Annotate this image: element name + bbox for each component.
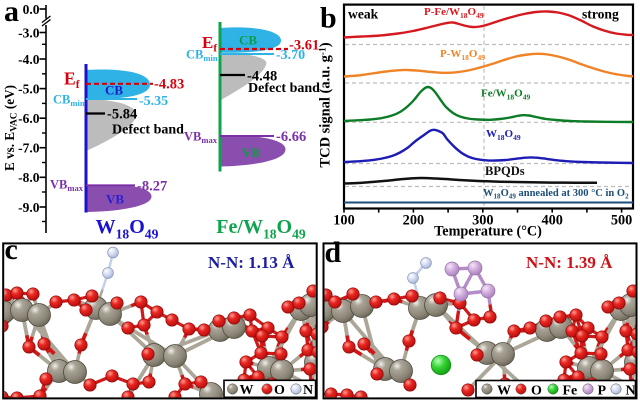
svg-text:200: 200 (403, 212, 424, 228)
svg-text:P: P (598, 384, 607, 399)
svg-text:CB: CB (105, 83, 123, 98)
svg-text:-8.27: -8.27 (137, 178, 167, 194)
svg-text:strong: strong (582, 6, 619, 21)
svg-text:a: a (4, 0, 19, 28)
svg-text:Fe: Fe (563, 384, 578, 399)
svg-text:-3.0: -3.0 (18, 25, 40, 40)
svg-text:300: 300 (472, 212, 493, 228)
svg-text:P-W18​O49​: P-W18​O49​ (440, 48, 485, 62)
svg-text:W: W (240, 383, 254, 398)
svg-text:BPQDs: BPQDs (485, 164, 525, 178)
svg-text:-4.83: -4.83 (154, 77, 184, 93)
svg-text:W18​O49​: W18​O49​ (96, 216, 159, 241)
svg-text:500: 500 (611, 212, 632, 228)
svg-text:-5.35: -5.35 (139, 94, 168, 109)
svg-text:N-N: 1.13 Å: N-N: 1.13 Å (208, 253, 295, 272)
svg-text:100: 100 (333, 212, 354, 228)
svg-text:W18​O49​ annealed at 300 °C in: W18​O49​ annealed at 300 °C in O2 (483, 188, 629, 201)
svg-text:Defect band: Defect band (248, 81, 320, 96)
svg-text:-6.66: -6.66 (276, 129, 306, 145)
svg-text:CB: CB (239, 32, 257, 47)
svg-text:N-N: 1.39 Å: N-N: 1.39 Å (526, 253, 613, 272)
svg-text:W: W (497, 384, 511, 399)
svg-text:weak: weak (348, 6, 379, 21)
svg-text:Temperature (°C): Temperature (°C) (434, 224, 542, 240)
svg-text:VB: VB (242, 145, 260, 160)
svg-text:O: O (531, 384, 542, 399)
svg-text:N: N (303, 383, 313, 398)
svg-text:-5.0: -5.0 (18, 81, 40, 96)
svg-text:-7.0: -7.0 (18, 141, 40, 156)
svg-text:Fe/W18​O49​: Fe/W18​O49​ (481, 87, 530, 101)
svg-text:E vs. EVAC (eV): E vs. EVAC (eV) (2, 85, 20, 171)
svg-text:P-Fe/W18​O49​: P-Fe/W18​O49​ (424, 6, 484, 20)
svg-text:c: c (5, 233, 18, 266)
svg-text:CBmin: CBmin (53, 93, 85, 109)
svg-text:-9.0: -9.0 (18, 200, 40, 215)
svg-text:Defect band: Defect band (112, 123, 184, 138)
svg-text:-3.61: -3.61 (289, 38, 319, 54)
svg-text:W18​O49​: W18​O49​ (486, 128, 521, 142)
svg-text:d: d (325, 236, 342, 269)
svg-text:-8.0: -8.0 (18, 170, 40, 185)
svg-text:N: N (626, 384, 636, 399)
svg-text:0.0: 0.0 (23, 2, 40, 17)
svg-text:VB: VB (106, 192, 124, 207)
svg-text:Ef: Ef (202, 33, 217, 55)
svg-text:-3.70: -3.70 (276, 48, 305, 63)
svg-text:-4.0: -4.0 (18, 52, 40, 67)
svg-text:VBmax: VBmax (50, 178, 84, 194)
svg-text:Fe/W18​O49​: Fe/W18​O49​ (216, 216, 306, 241)
svg-text:VBmax: VBmax (184, 130, 218, 146)
svg-text:TCD signal (a.u. g-1): TCD signal (a.u. g-1) (318, 42, 334, 167)
svg-text:-6.0: -6.0 (18, 111, 40, 126)
svg-text:b: b (320, 2, 337, 35)
svg-text:Ef: Ef (64, 69, 80, 92)
svg-text:-4.48: -4.48 (247, 69, 277, 85)
svg-text:400: 400 (541, 212, 562, 228)
svg-text:O: O (274, 383, 285, 398)
svg-text:-5.84: -5.84 (107, 107, 137, 123)
